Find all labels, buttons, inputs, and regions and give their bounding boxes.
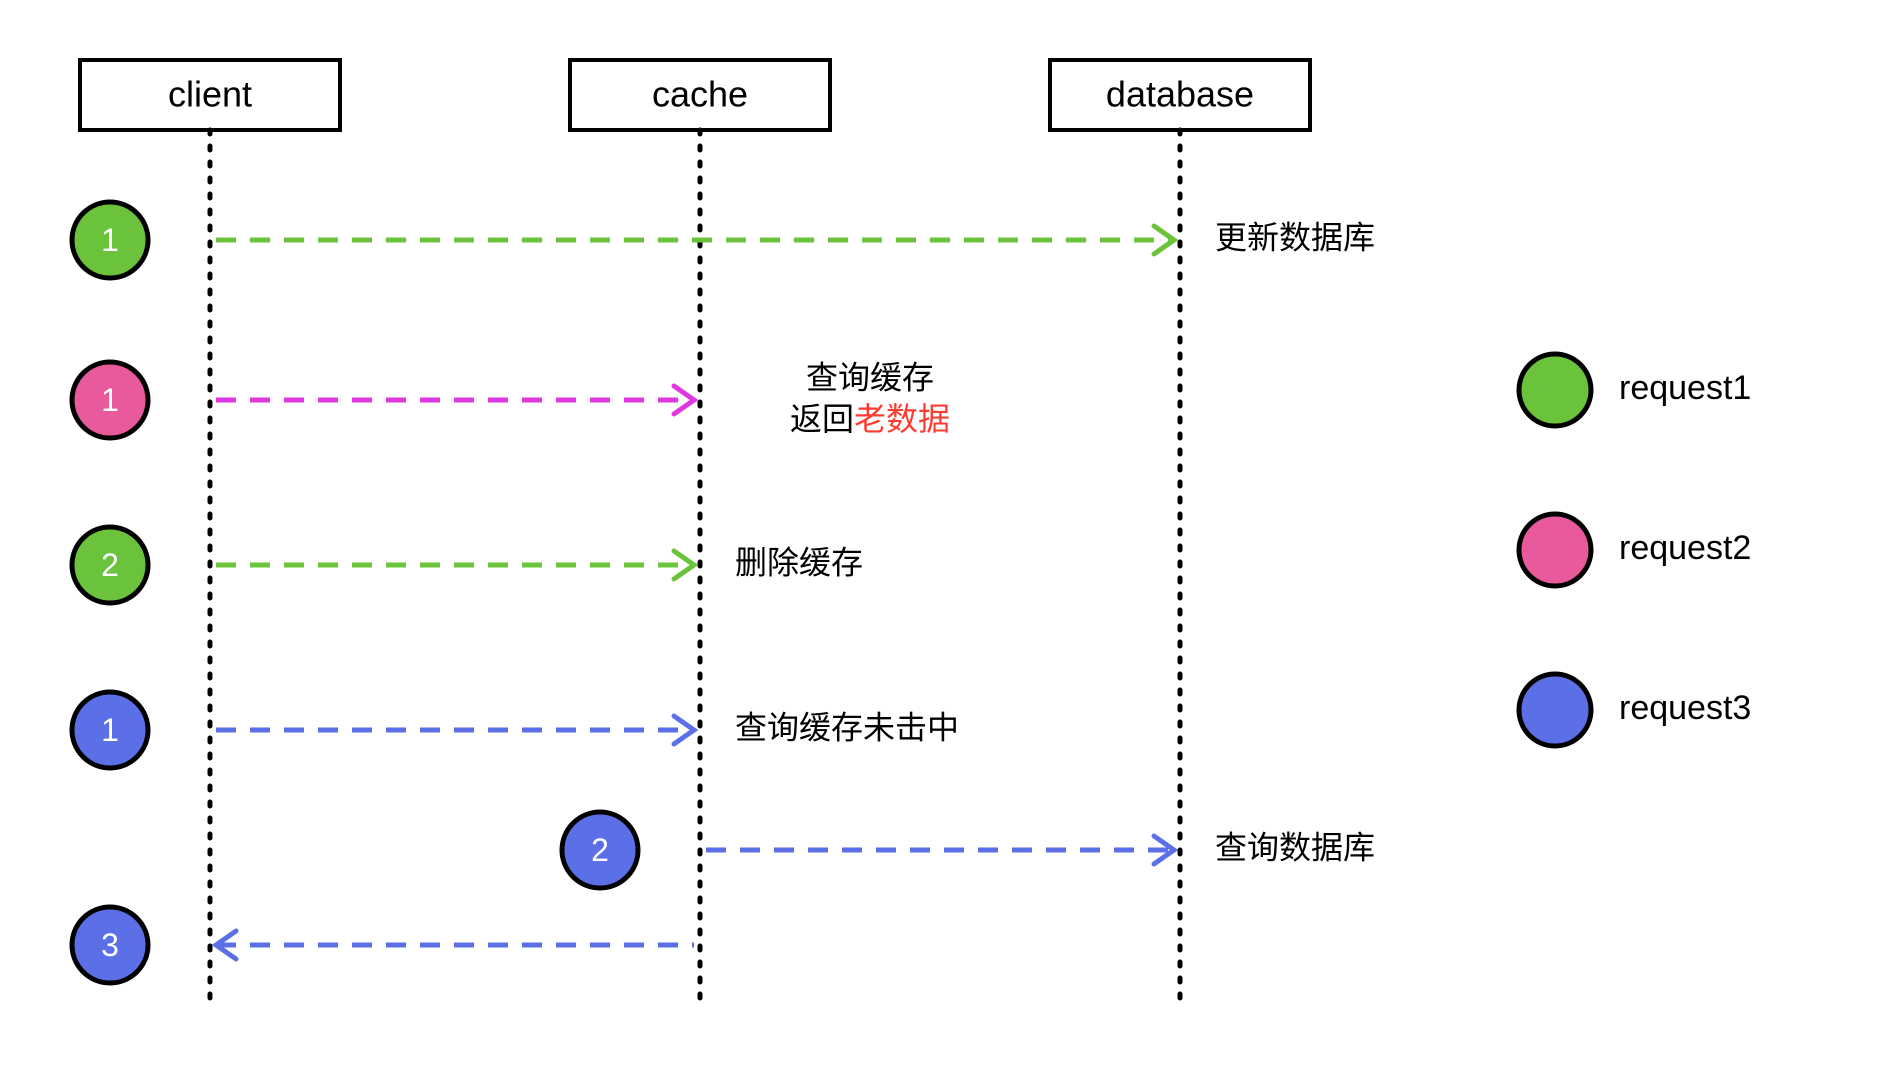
sequence-diagram: client cache database 1 更新数据库 1 查询缓存返回老数据 2 删除缓存… xyxy=(0,0,1898,1078)
message-label-4: 查询数据库 xyxy=(1215,829,1375,865)
legend-swatch-1 xyxy=(1519,514,1591,586)
message-label-1-line2: 返回老数据 xyxy=(790,401,950,437)
step-number-2: 2 xyxy=(101,547,119,583)
message-label-3: 查询缓存未击中 xyxy=(735,709,959,745)
legend-label-1: request2 xyxy=(1619,529,1751,567)
legend-swatch-0 xyxy=(1519,354,1591,426)
legend-swatch-2 xyxy=(1519,674,1591,746)
message-label-1: 查询缓存 xyxy=(806,359,934,395)
step-number-4: 2 xyxy=(591,832,609,868)
legend-label-2: request3 xyxy=(1619,689,1751,727)
lifeline-label-database: database xyxy=(1106,74,1254,115)
message-label-2: 删除缓存 xyxy=(735,544,863,580)
step-number-3: 1 xyxy=(101,712,119,748)
step-number-1: 1 xyxy=(101,382,119,418)
step-number-0: 1 xyxy=(101,222,119,258)
lifeline-label-client: client xyxy=(168,74,252,115)
message-label-0: 更新数据库 xyxy=(1215,219,1375,255)
legend-label-0: request1 xyxy=(1619,369,1751,407)
step-number-5: 3 xyxy=(101,927,119,963)
lifeline-label-cache: cache xyxy=(652,74,748,115)
arrowhead-icon xyxy=(1154,226,1174,254)
